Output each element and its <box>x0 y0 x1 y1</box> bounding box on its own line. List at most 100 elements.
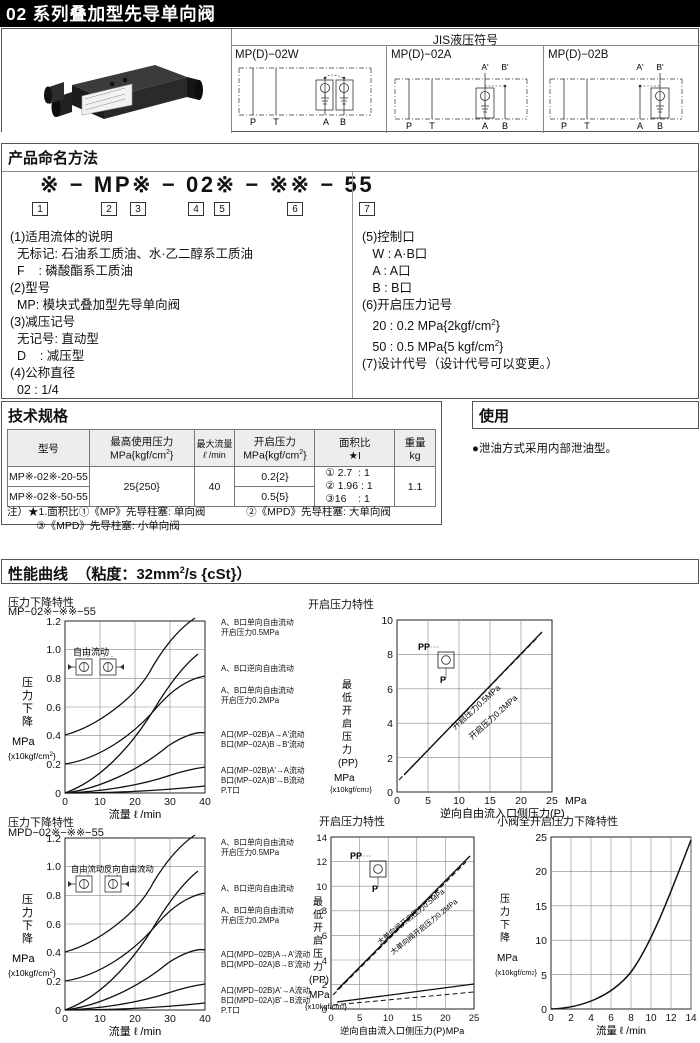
svg-text:启: 启 <box>313 934 323 947</box>
svg-text:P: P <box>372 884 378 894</box>
svg-text:25: 25 <box>546 795 558 807</box>
svg-text:14: 14 <box>685 1013 697 1024</box>
svg-text:MPa: MPa <box>446 1026 465 1036</box>
svg-text:0: 0 <box>62 1013 68 1025</box>
svg-text:A': A' <box>636 64 644 72</box>
svg-text:B: B <box>657 121 663 131</box>
svg-text:B': B' <box>501 64 509 72</box>
svg-text:40: 40 <box>199 1013 211 1025</box>
svg-text:自由流动: 自由流动 <box>73 646 109 657</box>
svg-text:0: 0 <box>328 1013 333 1024</box>
svg-text:30: 30 <box>164 1013 176 1025</box>
svg-text:最: 最 <box>313 896 323 908</box>
svg-text:开启压力0.5MPa: 开启压力0.5MPa <box>450 682 503 731</box>
svg-text:B: B <box>502 121 508 131</box>
svg-text:MPa: MPa <box>12 953 36 965</box>
svg-text:A: A <box>637 121 643 131</box>
svg-text:(PP): (PP) <box>338 758 358 769</box>
svg-text:MPa: MPa <box>565 795 587 807</box>
svg-text:14: 14 <box>316 833 327 844</box>
svg-text:压: 压 <box>22 893 33 906</box>
svg-text:20: 20 <box>440 1013 451 1024</box>
svg-text:0: 0 <box>55 788 61 800</box>
svg-text:下: 下 <box>500 920 510 931</box>
svg-text:0: 0 <box>394 795 400 807</box>
svg-text:A': A' <box>481 64 489 72</box>
svg-text:力: 力 <box>22 906 33 919</box>
svg-text:开: 开 <box>342 706 352 717</box>
svg-text:P: P <box>406 121 412 131</box>
svg-text:8: 8 <box>628 1013 634 1024</box>
svg-text:P: P <box>250 117 256 127</box>
svg-text:MPa: MPa <box>334 773 355 784</box>
svg-text:0.4: 0.4 <box>46 947 61 959</box>
svg-text:力: 力 <box>500 905 510 918</box>
svg-text:10: 10 <box>535 935 547 947</box>
svg-text:5: 5 <box>425 795 431 807</box>
svg-text:低: 低 <box>313 908 323 921</box>
svg-text:流量 ℓ /min: 流量 ℓ /min <box>109 1024 161 1038</box>
svg-text:开: 开 <box>313 923 323 934</box>
svg-text:1.0: 1.0 <box>46 861 61 873</box>
svg-text:反向自由流动: 反向自由流动 <box>104 864 154 874</box>
svg-text:0.8: 0.8 <box>46 673 61 685</box>
svg-text:T: T <box>584 121 590 131</box>
svg-text:1.2: 1.2 <box>46 833 61 845</box>
svg-text:启: 启 <box>342 717 352 730</box>
svg-text:0: 0 <box>548 1013 554 1024</box>
svg-text:10: 10 <box>381 615 393 627</box>
svg-text:20: 20 <box>535 866 547 878</box>
svg-text:0: 0 <box>387 787 393 799</box>
svg-text:1.0: 1.0 <box>46 644 61 656</box>
svg-text:T: T <box>429 121 435 131</box>
svg-text:0.8: 0.8 <box>46 890 61 902</box>
svg-text:6: 6 <box>608 1013 614 1024</box>
svg-text:12: 12 <box>665 1013 677 1024</box>
svg-text:{x10kgf/cm2}: {x10kgf/cm2} <box>8 751 56 761</box>
svg-text:流量 ℓ /min: 流量 ℓ /min <box>596 1024 646 1037</box>
svg-text:开启压力0.2MPa: 开启压力0.2MPa <box>467 692 520 741</box>
svg-text:10: 10 <box>94 1013 106 1025</box>
svg-text:15: 15 <box>535 901 547 913</box>
svg-text:压: 压 <box>22 676 33 689</box>
svg-text:自由流动: 自由流动 <box>71 864 104 874</box>
svg-text:下: 下 <box>22 703 33 715</box>
svg-text:20: 20 <box>515 795 527 807</box>
svg-text:MPa: MPa <box>497 953 518 964</box>
svg-text:{x10kgf/cm2}: {x10kgf/cm2} <box>305 1002 347 1011</box>
svg-text:0: 0 <box>62 796 68 808</box>
svg-text:4: 4 <box>387 718 393 730</box>
svg-text:10: 10 <box>316 882 327 893</box>
svg-text:{x10kgf/cm2}: {x10kgf/cm2} <box>330 785 372 794</box>
svg-text:2: 2 <box>568 1013 574 1024</box>
svg-text:最: 最 <box>342 679 352 691</box>
svg-text:力: 力 <box>342 743 352 756</box>
svg-text:T: T <box>273 117 279 127</box>
svg-text:0.6: 0.6 <box>46 702 61 714</box>
svg-text:0: 0 <box>541 1004 547 1016</box>
svg-text:5: 5 <box>357 1013 362 1024</box>
svg-text:4: 4 <box>588 1013 594 1024</box>
svg-text:{x10kgf/cm2}: {x10kgf/cm2} <box>8 968 56 978</box>
svg-text:B: B <box>340 117 346 127</box>
svg-text:A: A <box>323 117 329 127</box>
svg-text:25: 25 <box>469 1013 480 1024</box>
svg-text:5: 5 <box>541 970 547 982</box>
svg-text:15: 15 <box>412 1013 423 1024</box>
svg-text:压: 压 <box>342 731 352 743</box>
svg-text:10: 10 <box>383 1013 394 1024</box>
svg-text:压: 压 <box>313 948 323 960</box>
svg-text:MPa: MPa <box>12 736 36 748</box>
svg-text:10: 10 <box>645 1013 657 1024</box>
svg-text:力: 力 <box>22 689 33 702</box>
svg-text:降: 降 <box>22 931 33 945</box>
svg-text:15: 15 <box>484 795 496 807</box>
svg-text:下: 下 <box>22 920 33 932</box>
svg-text:20: 20 <box>129 1013 141 1025</box>
svg-text:MPa: MPa <box>309 990 330 1001</box>
svg-text:A: A <box>482 121 488 131</box>
svg-text:2: 2 <box>387 753 393 765</box>
svg-text:压: 压 <box>500 893 510 905</box>
svg-text:低: 低 <box>342 691 352 704</box>
svg-text:降: 降 <box>22 714 33 728</box>
